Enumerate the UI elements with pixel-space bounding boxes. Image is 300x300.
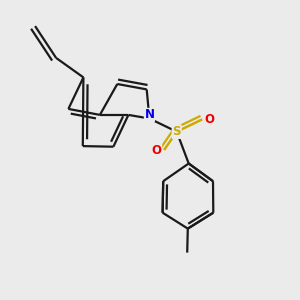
Text: S: S — [172, 125, 181, 138]
Text: O: O — [152, 143, 162, 157]
Text: O: O — [205, 113, 215, 126]
Text: N: N — [144, 108, 154, 122]
